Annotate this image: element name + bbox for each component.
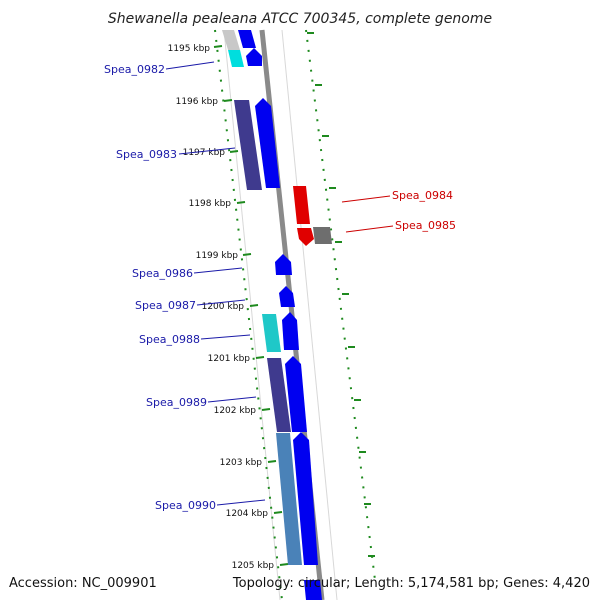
tick-label-1205: 1205 kbp: [232, 561, 275, 571]
feature-blocks: [222, 30, 332, 565]
tick-label-1203: 1203 kbp: [220, 458, 263, 468]
leader-line-0984: [341, 195, 391, 203]
inner-track-guide: [223, 29, 281, 601]
tick-label-1198: 1198 kbp: [189, 199, 232, 209]
gene-label-spea-0988[interactable]: Spea_0988: [139, 333, 200, 346]
genome-summary: Topology: circular; Length: 5,174,581 bp…: [232, 576, 590, 591]
reverse-gene-arrows: [293, 186, 314, 246]
leader-line-0985: [345, 225, 394, 233]
tick-label-1201: 1201 kbp: [208, 354, 251, 364]
gene-label-spea-0984[interactable]: Spea_0984: [392, 189, 453, 202]
right-major-ticks: [307, 32, 375, 557]
tick-label-1204: 1204 kbp: [226, 509, 269, 519]
accession-label: Accession: NC_009901: [9, 576, 157, 591]
tick-label-1195: 1195 kbp: [168, 44, 211, 54]
left-major-ticks: [213, 45, 289, 566]
leader-line-0987: [196, 299, 246, 306]
gene-label-spea-0987[interactable]: Spea_0987: [135, 299, 196, 312]
gene-label-spea-0983[interactable]: Spea_0983: [116, 148, 177, 161]
tick-label-1196: 1196 kbp: [176, 97, 219, 107]
tick-label-1202: 1202 kbp: [214, 406, 257, 416]
gene-label-spea-0982[interactable]: Spea_0982: [104, 63, 165, 76]
forward-gene-arrows: [238, 30, 322, 600]
map-title: Shewanella pealeana ATCC 700345, complet…: [108, 11, 492, 27]
tick-label-1200: 1200 kbp: [202, 302, 245, 312]
leader-line-0983: [178, 147, 236, 155]
tick-label-1199: 1199 kbp: [196, 251, 239, 261]
gene-label-spea-0989[interactable]: Spea_0989: [146, 396, 207, 409]
right-tick-track: [305, 29, 376, 581]
gene-label-spea-0985[interactable]: Spea_0985: [395, 219, 456, 232]
leader-line-0986: [193, 267, 243, 274]
leader-line-0988: [200, 334, 251, 340]
gene-label-spea-0990[interactable]: Spea_0990: [155, 499, 216, 512]
leader-line-0990: [216, 499, 266, 506]
tick-label-1197: 1197 kbp: [183, 148, 226, 158]
leader-line-0982: [165, 61, 215, 70]
outer-track-guide: [281, 29, 338, 601]
gene-label-spea-0986[interactable]: Spea_0986: [132, 267, 193, 280]
leader-line-0989: [207, 396, 257, 403]
